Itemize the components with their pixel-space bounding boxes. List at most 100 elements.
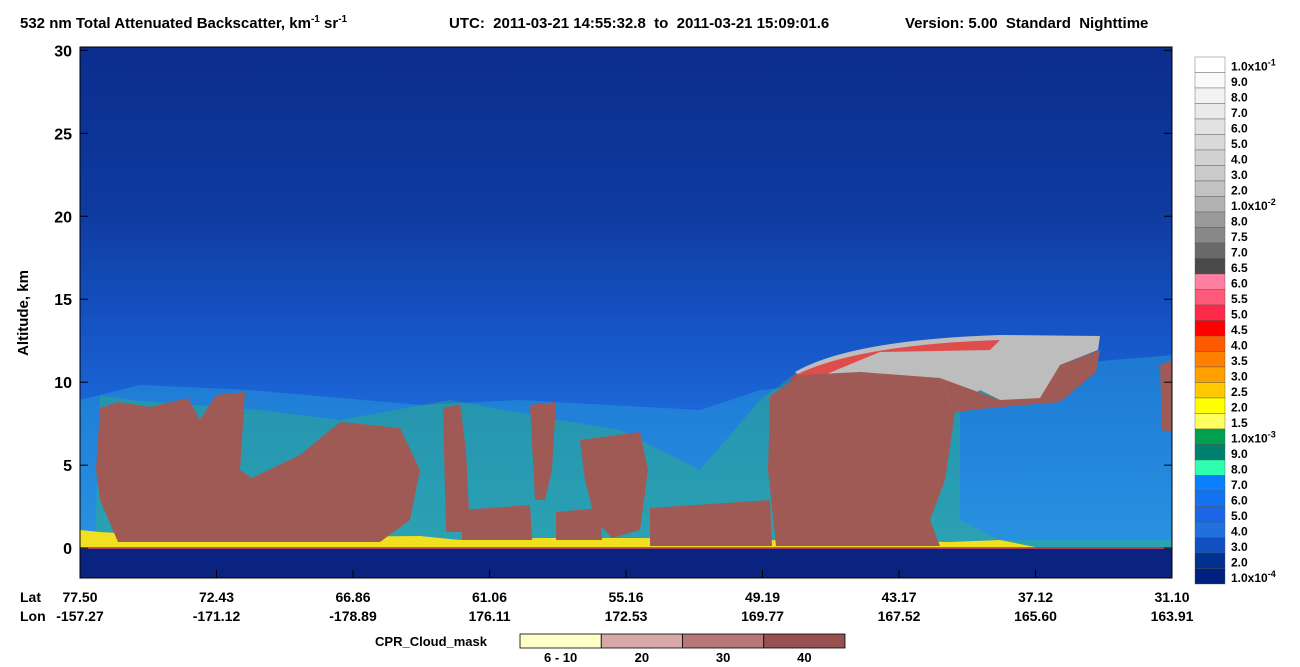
x-tick-lon: -178.89	[329, 608, 377, 624]
colorbar-label: 7.5	[1231, 230, 1248, 244]
cpr-clouds	[96, 350, 1172, 546]
colorbar-swatch	[1194, 552, 1226, 569]
x-tick-lat: 49.19	[745, 589, 780, 605]
colorbar-label: 1.0x10-1	[1231, 58, 1276, 74]
y-tick-label: 5	[63, 458, 72, 475]
colorbar-swatch	[1194, 273, 1226, 290]
colorbar-label-base: 1.0x10	[1231, 571, 1268, 585]
colorbar-label: 8.0	[1231, 215, 1248, 229]
colorbar-swatch	[1194, 103, 1226, 120]
cloud-mask-label: 40	[797, 650, 811, 665]
colorbar-label: 4.0	[1231, 153, 1248, 167]
colorbar-swatch	[1194, 149, 1226, 166]
x-tick-lon: 176.11	[468, 608, 510, 624]
x-tick-lon: 165.60	[1014, 608, 1057, 624]
cloud-mask-swatch	[600, 633, 683, 649]
utc-range: UTC: 2011-03-21 14:55:32.8 to 2011-03-21…	[449, 15, 829, 32]
colorbar-swatch	[1194, 568, 1226, 585]
colorbar-swatch	[1194, 196, 1226, 213]
colorbar-label: 2.0	[1231, 556, 1248, 570]
colorbar-label: 6.0	[1231, 122, 1248, 136]
colorbar-label: 7.0	[1231, 106, 1248, 120]
x-tick-lon: 163.91	[1151, 608, 1194, 624]
colorbar: 1.0x10-19.08.07.06.05.04.03.02.01.0x10-2…	[1194, 56, 1276, 585]
title-part: 532 nm Total Attenuated Backscatter, km	[20, 15, 311, 32]
title-part: sr	[320, 15, 339, 32]
colorbar-swatch	[1194, 227, 1226, 244]
cloud-mask-swatch	[763, 633, 846, 649]
x-tick-lon: -171.12	[193, 608, 241, 624]
colorbar-swatch	[1194, 320, 1226, 337]
colorbar-label: 3.0	[1231, 540, 1248, 554]
colorbar-swatch	[1194, 366, 1226, 383]
colorbar-label: 1.0x10-2	[1231, 197, 1276, 213]
colorbar-label: 2.5	[1231, 385, 1248, 399]
lat-label: Lat	[20, 589, 41, 605]
colorbar-label-base: 1.0x10	[1231, 60, 1268, 74]
colorbar-swatch	[1194, 56, 1226, 73]
colorbar-label: 7.0	[1231, 478, 1248, 492]
colorbar-label: 1.0x10-4	[1231, 569, 1276, 585]
colorbar-swatch	[1194, 165, 1226, 182]
y-tick-label: 15	[54, 292, 72, 309]
colorbar-swatch	[1194, 211, 1226, 228]
colorbar-label: 4.5	[1231, 323, 1248, 337]
x-tick-lon: 172.53	[605, 608, 648, 624]
colorbar-swatch	[1194, 521, 1226, 538]
colorbar-label: 2.0	[1231, 184, 1248, 198]
colorbar-label: 9.0	[1231, 447, 1248, 461]
colorbar-swatch	[1194, 87, 1226, 104]
y-tick-label: 30	[54, 43, 72, 60]
x-tick-lon: 167.52	[878, 608, 921, 624]
colorbar-label: 3.0	[1231, 168, 1248, 182]
x-tick-lat: 66.86	[335, 589, 370, 605]
colorbar-label: 8.0	[1231, 463, 1248, 477]
colorbar-swatch	[1194, 258, 1226, 275]
x-tick-lat: 43.17	[881, 589, 916, 605]
y-axis-label: Altitude, km	[15, 270, 32, 356]
colorbar-swatch	[1194, 351, 1226, 368]
title-part: -1	[311, 14, 320, 25]
colorbar-swatch	[1194, 475, 1226, 492]
colorbar-label: 6.0	[1231, 277, 1248, 291]
colorbar-swatch	[1194, 428, 1226, 445]
colorbar-swatch	[1194, 413, 1226, 430]
x-tick-lat: 72.43	[199, 589, 234, 605]
colorbar-label: 5.0	[1231, 137, 1248, 151]
x-tick-lon: 169.77	[741, 608, 784, 624]
colorbar-label: 1.0x10-3	[1231, 430, 1276, 446]
chart-title: 532 nm Total Attenuated Backscatter, km-…	[20, 14, 348, 32]
x-tick-lon: -157.27	[56, 608, 104, 624]
curtain	[79, 46, 1173, 579]
colorbar-label: 4.0	[1231, 525, 1248, 539]
x-tick-lat: 61.06	[472, 589, 507, 605]
cloud-mask-swatch	[682, 633, 765, 649]
colorbar-swatch	[1194, 506, 1226, 523]
x-tick-lat: 55.16	[608, 589, 643, 605]
version: Version: 5.00 Standard Nighttime	[905, 15, 1148, 32]
colorbar-swatch	[1194, 459, 1226, 476]
lon-label: Lon	[20, 608, 46, 624]
colorbar-swatch	[1194, 304, 1226, 321]
y-tick-label: 0	[63, 541, 72, 558]
colorbar-label: 8.0	[1231, 91, 1248, 105]
y-tick-label: 25	[54, 126, 72, 143]
colorbar-label: 5.0	[1231, 308, 1248, 322]
colorbar-swatch	[1194, 397, 1226, 414]
colorbar-label: 6.0	[1231, 494, 1248, 508]
x-tick-lat: 31.10	[1154, 589, 1189, 605]
colorbar-label: 3.0	[1231, 370, 1248, 384]
title-part: -1	[338, 14, 347, 25]
colorbar-swatch	[1194, 490, 1226, 507]
anvil-edge	[790, 340, 1000, 385]
colorbar-label-exp: -3	[1268, 430, 1276, 440]
colorbar-swatch	[1194, 335, 1226, 352]
colorbar-swatch	[1194, 180, 1226, 197]
colorbar-swatch	[1194, 242, 1226, 259]
y-tick-label: 20	[54, 209, 72, 226]
cloud-mask-swatch	[519, 633, 602, 649]
colorbar-label-base: 1.0x10	[1231, 199, 1268, 213]
colorbar-label-base: 1.0x10	[1231, 432, 1268, 446]
cloud-mask-label: 30	[716, 650, 730, 665]
